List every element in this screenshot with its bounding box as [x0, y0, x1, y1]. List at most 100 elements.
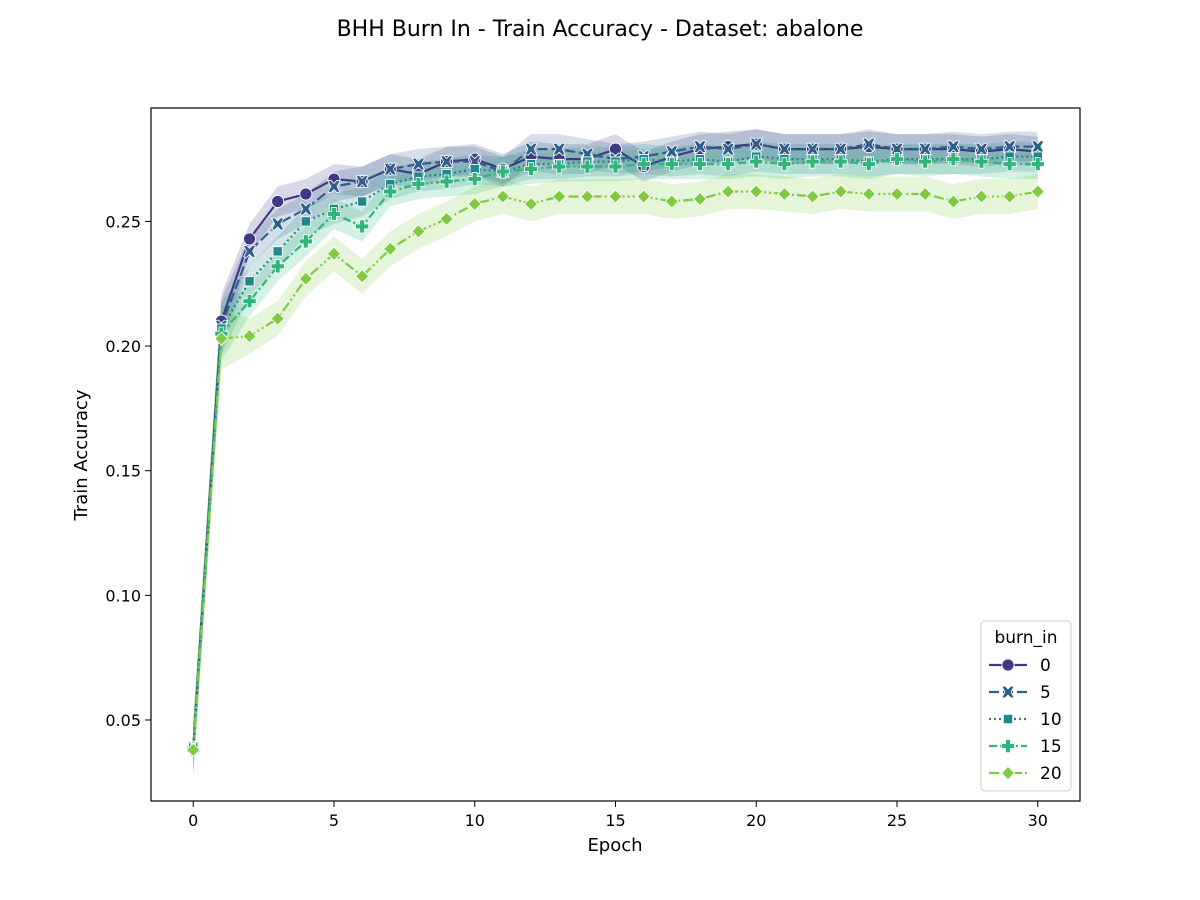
y-axis-ticks: 0.05 0.10 0.15 0.20 0.25 [105, 212, 151, 730]
data-point-20-12 [523, 196, 539, 212]
data-point-20-23 [833, 184, 848, 199]
data-point-0-2 [243, 232, 257, 246]
data-point-5-22 [805, 142, 820, 156]
x-tick-label: 25 [887, 811, 907, 830]
data-point-15-9 [439, 174, 454, 189]
data-point-5-24 [862, 137, 876, 151]
data-point-15-7 [383, 184, 398, 199]
data-point-15-13 [552, 159, 567, 174]
data-point-20-5 [326, 246, 342, 262]
data-point-20-22 [805, 189, 820, 204]
y-tick-label: 0.25 [105, 212, 141, 231]
data-point-20-14 [580, 189, 595, 204]
x-tick-label: 30 [1028, 811, 1048, 830]
data-point-20-25 [889, 186, 905, 202]
data-point-20-24 [861, 186, 877, 202]
data-point-5-6 [355, 175, 369, 189]
data-point-5-21 [777, 142, 792, 156]
data-point-15-28 [974, 154, 989, 169]
data-point-20-6 [354, 269, 370, 284]
data-point-20-17 [664, 194, 680, 209]
series-band-15 [193, 144, 1038, 774]
data-point-20-28 [974, 189, 989, 204]
data-point-20-8 [411, 224, 426, 239]
data-point-15-12 [524, 162, 539, 177]
confidence-bands [193, 129, 1038, 778]
legend-marker-10 [1002, 713, 1014, 725]
data-point-15-25 [890, 152, 905, 167]
legend-marker-5 [1001, 685, 1015, 699]
data-point-5-2 [242, 244, 257, 258]
series-markers [185, 137, 1046, 758]
data-point-15-2 [242, 294, 257, 309]
data-point-15-29 [1002, 157, 1017, 172]
x-tick-label: 20 [746, 811, 766, 830]
data-point-15-5 [326, 206, 341, 221]
data-point-20-29 [1002, 189, 1017, 204]
y-tick-label: 0.10 [105, 586, 141, 605]
data-point-15-27 [946, 152, 961, 167]
chart-title: BHH Burn In - Train Accuracy - Dataset: … [337, 17, 864, 42]
x-axis-label: Epoch [587, 835, 642, 856]
data-point-20-26 [917, 186, 933, 202]
x-tick-label: 10 [465, 811, 485, 830]
data-point-0-4 [299, 187, 313, 201]
data-point-20-20 [749, 184, 764, 199]
data-point-10-3 [272, 246, 283, 257]
data-point-5-28 [974, 142, 989, 156]
data-point-10-4 [300, 216, 311, 227]
data-point-20-11 [495, 189, 511, 204]
data-point-15-30 [1030, 157, 1045, 172]
data-point-5-9 [439, 155, 454, 169]
legend-marker-0 [1001, 658, 1015, 672]
data-point-20-3 [270, 311, 285, 326]
data-point-15-4 [298, 234, 313, 249]
data-point-0-3 [271, 194, 285, 208]
data-point-5-17 [665, 145, 679, 159]
x-tick-label: 0 [188, 811, 198, 830]
data-point-5-4 [299, 202, 313, 216]
data-point-5-20 [749, 137, 763, 151]
x-tick-label: 5 [329, 811, 339, 830]
data-point-20-1 [214, 331, 229, 346]
legend-items: 0 5 10 15 20 [989, 656, 1062, 784]
y-axis-label: Train Accuracy [71, 389, 92, 521]
data-point-15-23 [833, 154, 848, 169]
data-point-20-2 [242, 328, 257, 344]
legend-label-20: 20 [1040, 764, 1062, 784]
x-axis-ticks: 0 5 10 15 20 25 30 [188, 801, 1048, 830]
data-point-15-15 [608, 159, 623, 174]
series-line-15 [192, 158, 1038, 750]
data-point-15-6 [355, 219, 370, 234]
legend: burn_in 0 5 10 15 20 [980, 620, 1072, 792]
data-point-15-19 [721, 157, 736, 172]
data-point-15-20 [749, 154, 764, 169]
data-point-15-11 [495, 164, 510, 179]
data-point-20-27 [946, 194, 961, 209]
data-point-20-7 [383, 241, 398, 257]
data-point-20-19 [720, 184, 736, 199]
data-point-15-22 [805, 154, 820, 169]
data-point-20-15 [608, 189, 623, 204]
legend-marker-15 [1001, 739, 1015, 753]
series-band-20 [193, 174, 1038, 778]
data-point-5-19 [721, 142, 735, 156]
data-point-5-29 [1002, 140, 1017, 154]
series-band-0 [193, 129, 1038, 772]
data-point-5-30 [1031, 140, 1045, 154]
data-point-15-14 [580, 159, 595, 174]
legend-label-5: 5 [1040, 683, 1051, 703]
data-point-15-21 [777, 157, 792, 172]
data-point-20-21 [777, 186, 792, 202]
data-point-15-26 [918, 154, 933, 169]
data-point-15-8 [411, 177, 426, 192]
data-point-5-27 [946, 140, 960, 154]
legend-label-0: 0 [1040, 656, 1051, 676]
data-point-5-8 [411, 157, 426, 171]
data-point-20-4 [298, 271, 314, 286]
data-point-15-18 [692, 157, 707, 172]
legend-label-15: 15 [1040, 737, 1062, 757]
data-point-5-12 [524, 142, 538, 156]
data-point-5-18 [693, 140, 707, 154]
data-point-15-17 [664, 157, 679, 172]
